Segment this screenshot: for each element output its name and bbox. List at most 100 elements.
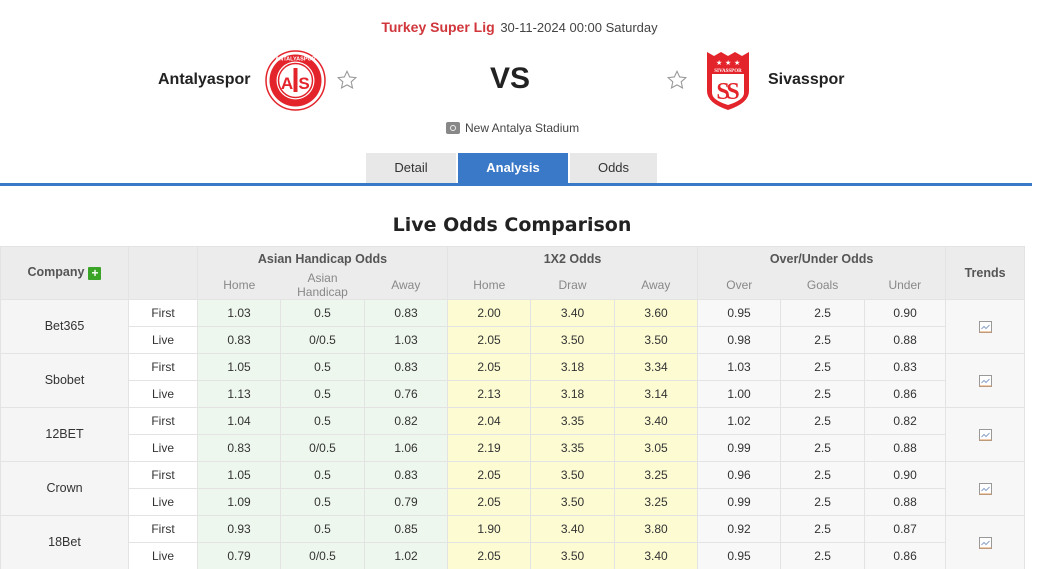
venue: New Antalya Stadium — [446, 121, 579, 135]
ou-under: 0.86 — [864, 379, 947, 408]
ah-handicap: 0.5 — [280, 487, 365, 516]
ou-under: 0.83 — [864, 352, 947, 381]
table-row: 18Bet First 0.93 0.5 0.85 1.90 3.40 3.80… — [0, 514, 1026, 569]
add-company-icon[interactable]: + — [88, 267, 102, 281]
x12-draw: 3.18 — [530, 352, 616, 381]
trend-chart-icon[interactable] — [978, 374, 992, 387]
odds-type: First — [128, 352, 198, 381]
trend-cell — [945, 460, 1026, 516]
odds-type: Live — [128, 379, 198, 408]
1x2-header: 1X2 Odds — [447, 246, 699, 271]
ou-over: 1.02 — [697, 406, 782, 435]
x12-home: 2.05 — [447, 460, 532, 489]
ah-handicap: 0/0.5 — [280, 433, 365, 462]
over-under-header: Over/Under Odds — [697, 246, 947, 271]
ah-away-header: Away — [364, 270, 449, 300]
ou-over: 1.03 — [697, 352, 782, 381]
company-header: Company + — [0, 246, 129, 300]
ah-handicap: 0/0.5 — [280, 325, 365, 354]
svg-text:A: A — [281, 74, 293, 93]
ah-handicap-header: Asian Handicap — [280, 270, 365, 300]
match-header: Turkey Super Lig 30-11-2024 00:00 Saturd… — [0, 0, 1039, 186]
ou-under-header: Under — [864, 270, 947, 300]
ah-away: 0.76 — [363, 379, 449, 408]
league-name[interactable]: Turkey Super Lig — [381, 19, 495, 35]
away-team-name[interactable]: Sivasspor — [768, 71, 845, 88]
trend-cell — [945, 406, 1026, 462]
table-row: Live 1.13 0.5 0.76 2.13 3.18 3.14 1.00 2… — [1, 379, 1025, 408]
x12-away: 3.60 — [614, 298, 699, 327]
vs-label: VS — [490, 62, 531, 95]
ou-over: 0.95 — [697, 541, 782, 569]
asian-handicap-header: Asian Handicap Odds — [196, 246, 449, 271]
tab-analysis[interactable]: Analysis — [458, 153, 568, 183]
ou-over: 1.00 — [697, 379, 782, 408]
x12-draw: 3.40 — [530, 514, 616, 543]
ah-away: 0.83 — [363, 460, 449, 489]
svg-text:S: S — [298, 74, 309, 93]
ou-goals: 2.5 — [780, 352, 866, 381]
ah-home: 1.05 — [197, 352, 281, 381]
odds-type: Live — [128, 433, 198, 462]
x12-home-header: Home — [447, 270, 531, 300]
odds-type: Live — [128, 325, 198, 354]
ou-over: 0.99 — [697, 433, 782, 462]
away-team-logo[interactable]: ★ ★ ★ SIVASSPOR S S — [704, 49, 752, 111]
ah-away: 1.02 — [363, 541, 449, 569]
ou-over: 0.92 — [697, 514, 782, 543]
trend-cell — [945, 352, 1026, 408]
company-name[interactable]: Sbobet — [0, 352, 129, 408]
table-row: Live 1.09 0.5 0.79 2.05 3.50 3.25 0.99 2… — [1, 487, 1025, 516]
tab-detail[interactable]: Detail — [366, 153, 456, 183]
x12-draw: 3.50 — [530, 325, 616, 354]
ou-under: 0.88 — [864, 487, 947, 516]
ah-handicap: 0.5 — [280, 298, 365, 327]
ah-away: 1.06 — [363, 433, 449, 462]
company-name[interactable]: Crown — [0, 460, 129, 516]
ou-goals: 2.5 — [780, 487, 866, 516]
x12-home: 2.19 — [447, 433, 532, 462]
trend-chart-icon[interactable] — [978, 536, 992, 549]
x12-away: 3.25 — [614, 487, 699, 516]
table-row: 12BET First 1.04 0.5 0.82 2.04 3.35 3.40… — [0, 406, 1026, 462]
ou-goals: 2.5 — [780, 406, 866, 435]
home-team-logo[interactable]: ANTALYASPOR A S — [265, 50, 326, 111]
match-datetime: 30-11-2024 00:00 Saturday — [500, 20, 658, 35]
stadium-icon — [446, 122, 460, 134]
company-name[interactable]: 12BET — [0, 406, 129, 462]
x12-away: 3.05 — [614, 433, 699, 462]
svg-text:SIVASSPOR: SIVASSPOR — [714, 69, 742, 74]
ah-away: 1.03 — [363, 325, 449, 354]
svg-text:★: ★ — [734, 59, 740, 67]
x12-draw-header: Draw — [530, 270, 615, 300]
x12-home: 1.90 — [447, 514, 532, 543]
league-line: Turkey Super Lig 30-11-2024 00:00 Saturd… — [0, 19, 1039, 35]
ou-over-header: Over — [697, 270, 781, 300]
favorite-star-icon-away[interactable] — [666, 69, 688, 91]
ah-handicap: 0.5 — [280, 379, 365, 408]
trend-chart-icon[interactable] — [978, 428, 992, 441]
trend-chart-icon[interactable] — [978, 320, 992, 333]
x12-away: 3.80 — [614, 514, 699, 543]
x12-away: 3.34 — [614, 352, 699, 381]
venue-name: New Antalya Stadium — [465, 121, 580, 135]
company-name[interactable]: Bet365 — [0, 298, 129, 354]
ou-under: 0.87 — [864, 514, 947, 543]
svg-text:★: ★ — [725, 59, 731, 67]
table-row: Live 0.83 0/0.5 1.03 2.05 3.50 3.50 0.98… — [1, 325, 1025, 354]
tab-odds[interactable]: Odds — [570, 153, 657, 183]
company-header-label: Company — [27, 265, 85, 280]
ou-over: 0.98 — [697, 325, 782, 354]
svg-text:S: S — [726, 79, 739, 105]
ah-home: 0.83 — [197, 325, 281, 354]
odds-type: First — [128, 514, 198, 543]
ah-home-header: Home — [197, 270, 281, 300]
company-name[interactable]: 18Bet — [0, 514, 129, 569]
x12-away: 3.40 — [614, 406, 699, 435]
ah-handicap: 0/0.5 — [280, 541, 365, 569]
match-tabs: Detail Analysis Odds — [366, 153, 659, 183]
favorite-star-icon-home[interactable] — [336, 69, 358, 91]
ah-handicap: 0.5 — [280, 514, 365, 543]
home-team-name[interactable]: Antalyaspor — [158, 71, 251, 88]
trend-chart-icon[interactable] — [978, 482, 992, 495]
